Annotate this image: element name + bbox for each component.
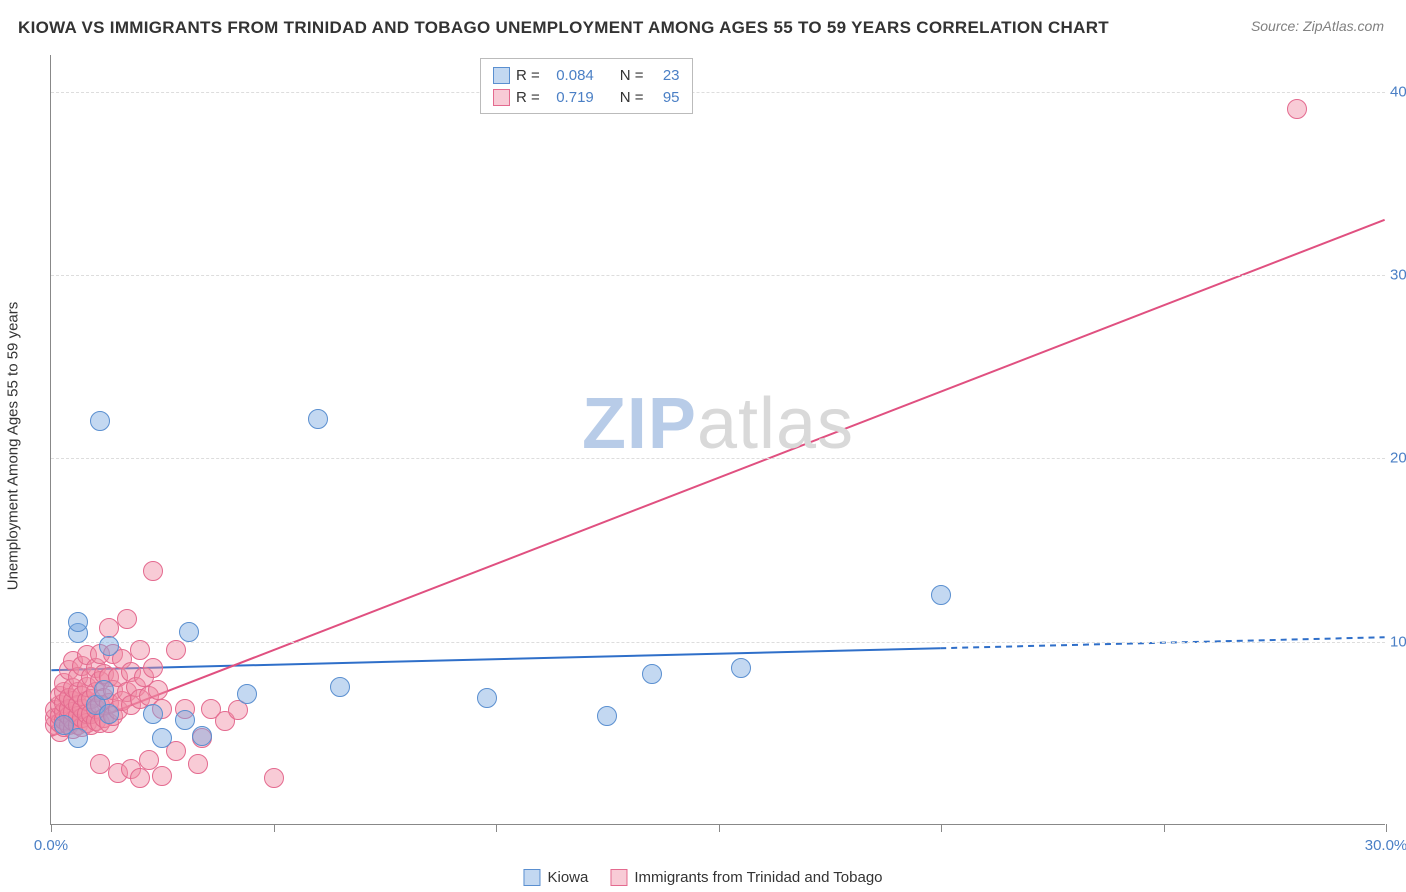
blue-point: [642, 664, 662, 684]
blue-point: [68, 612, 88, 632]
chart-title: KIOWA VS IMMIGRANTS FROM TRINIDAD AND TO…: [18, 18, 1109, 38]
series-legend: Kiowa Immigrants from Trinidad and Tobag…: [523, 869, 882, 886]
blue-point: [99, 636, 119, 656]
blue-point: [143, 704, 163, 724]
blue-point: [68, 728, 88, 748]
xtick: [1386, 824, 1387, 832]
legend-label-pink: Immigrants from Trinidad and Tobago: [634, 869, 882, 886]
ytick-label: 30.0%: [1390, 267, 1406, 284]
pink-n-value: 95: [650, 89, 680, 106]
xtick: [941, 824, 942, 832]
pink-point: [148, 680, 168, 700]
gridline: [51, 642, 1385, 643]
pink-point: [130, 640, 150, 660]
blue-point: [731, 658, 751, 678]
blue-n-value: 23: [650, 67, 680, 84]
xtick-label: 0.0%: [34, 837, 68, 854]
pink-point: [152, 766, 172, 786]
blue-point: [597, 706, 617, 726]
correlation-chart: KIOWA VS IMMIGRANTS FROM TRINIDAD AND TO…: [0, 0, 1406, 892]
blue-swatch-icon: [523, 869, 540, 886]
blue-point: [330, 677, 350, 697]
legend-item-pink: Immigrants from Trinidad and Tobago: [610, 869, 882, 886]
gridline: [51, 92, 1385, 93]
ytick-label: 10.0%: [1390, 633, 1406, 650]
pink-point: [143, 561, 163, 581]
pink-point: [166, 640, 186, 660]
source-attribution: Source: ZipAtlas.com: [1251, 18, 1384, 34]
blue-point: [179, 622, 199, 642]
blue-point: [237, 684, 257, 704]
blue-r-value: 0.084: [546, 67, 594, 84]
pink-point: [188, 754, 208, 774]
blue-point: [931, 585, 951, 605]
watermark: ZIPatlas: [582, 383, 854, 465]
xtick-label: 30.0%: [1365, 837, 1406, 854]
xtick: [274, 824, 275, 832]
gridline: [51, 275, 1385, 276]
ytick-label: 20.0%: [1390, 450, 1406, 467]
pink-point: [117, 609, 137, 629]
legend-row-pink: R = 0.719 N = 95: [493, 86, 680, 108]
pink-point: [1287, 99, 1307, 119]
xtick: [719, 824, 720, 832]
xtick: [496, 824, 497, 832]
blue-point: [94, 680, 114, 700]
blue-point: [99, 704, 119, 724]
y-axis-label: Unemployment Among Ages 55 to 59 years: [5, 302, 22, 591]
pink-point: [99, 618, 119, 638]
correlation-legend: R = 0.084 N = 23 R = 0.719 N = 95: [480, 58, 693, 114]
xtick: [51, 824, 52, 832]
gridline: [51, 458, 1385, 459]
pink-point: [130, 768, 150, 788]
pink-point: [264, 768, 284, 788]
pink-point: [143, 658, 163, 678]
regression-lines: [51, 55, 1385, 824]
blue-swatch-icon: [493, 67, 510, 84]
blue-point: [90, 411, 110, 431]
legend-item-blue: Kiowa: [523, 869, 588, 886]
xtick: [1164, 824, 1165, 832]
plot-area: ZIPatlas 10.0%20.0%30.0%40.0%0.0%30.0%: [50, 55, 1385, 825]
blue-point: [192, 726, 212, 746]
pink-swatch-icon: [610, 869, 627, 886]
legend-row-blue: R = 0.084 N = 23: [493, 64, 680, 86]
blue-point: [152, 728, 172, 748]
pink-point: [139, 750, 159, 770]
blue-point: [477, 688, 497, 708]
pink-swatch-icon: [493, 89, 510, 106]
ytick-label: 40.0%: [1390, 83, 1406, 100]
blue-point: [308, 409, 328, 429]
blue-point: [175, 710, 195, 730]
legend-label-blue: Kiowa: [547, 869, 588, 886]
pink-r-value: 0.719: [546, 89, 594, 106]
